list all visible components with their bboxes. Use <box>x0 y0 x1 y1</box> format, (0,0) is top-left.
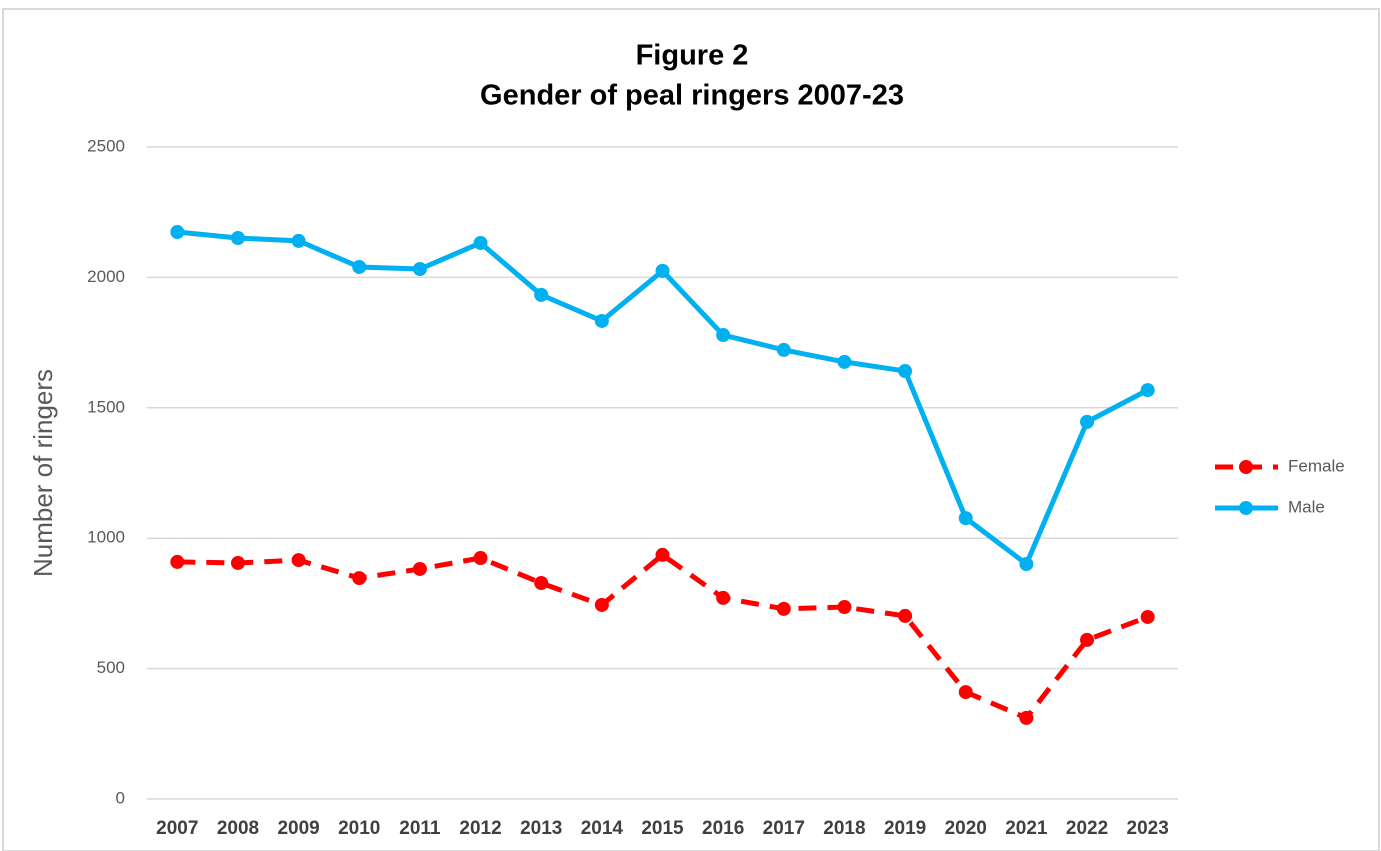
data-point <box>716 590 731 605</box>
data-point <box>534 576 549 591</box>
legend-label: Female <box>1288 456 1345 475</box>
x-tick-label: 2010 <box>338 818 380 839</box>
x-tick-label: 2021 <box>1005 818 1048 839</box>
data-point <box>291 233 306 248</box>
x-tick-label: 2019 <box>884 818 926 839</box>
data-point <box>352 259 367 274</box>
data-point <box>655 547 670 562</box>
data-point <box>291 553 306 568</box>
y-tick-label: 2500 <box>87 136 125 155</box>
data-point <box>412 561 427 576</box>
data-point <box>594 597 609 612</box>
x-tick-label: 2015 <box>641 818 684 839</box>
data-point <box>958 685 973 700</box>
y-axis-label: Number of ringers <box>28 369 58 577</box>
data-point <box>230 231 245 246</box>
data-point <box>1019 710 1034 725</box>
y-tick-label: 500 <box>97 658 125 677</box>
data-point <box>716 328 731 343</box>
x-tick-label: 2013 <box>520 818 562 839</box>
y-tick-label: 2000 <box>87 267 125 286</box>
data-point <box>170 225 185 240</box>
data-point <box>776 342 791 357</box>
data-point <box>230 555 245 570</box>
data-point <box>473 551 488 566</box>
x-tick-label: 2017 <box>763 818 805 839</box>
data-point <box>412 262 427 277</box>
data-point <box>1080 632 1095 647</box>
data-point <box>1080 414 1095 429</box>
data-point <box>1140 609 1155 624</box>
y-tick-label: 0 <box>116 788 125 807</box>
data-point <box>352 571 367 586</box>
data-point <box>837 354 852 369</box>
data-point <box>1019 557 1034 572</box>
x-tick-label: 2012 <box>459 818 501 839</box>
legend-label: Male <box>1288 497 1325 516</box>
data-point <box>655 263 670 278</box>
x-tick-label: 2008 <box>217 818 259 839</box>
data-point <box>594 313 609 328</box>
data-point <box>898 364 913 379</box>
x-tick-label: 2009 <box>277 818 319 839</box>
data-point <box>473 235 488 250</box>
data-point <box>958 511 973 526</box>
x-tick-label: 2014 <box>581 818 624 839</box>
data-point <box>1140 383 1155 398</box>
data-point <box>534 287 549 302</box>
x-tick-label: 2023 <box>1127 818 1169 839</box>
legend-marker <box>1239 501 1253 515</box>
chart-title: Figure 2 <box>636 40 749 72</box>
legend-marker <box>1239 460 1253 474</box>
x-tick-label: 2016 <box>702 818 744 839</box>
chart-subtitle: Gender of peal ringers 2007-23 <box>480 80 904 112</box>
x-tick-label: 2007 <box>156 818 198 839</box>
y-tick-label: 1000 <box>87 528 125 547</box>
data-point <box>170 554 185 569</box>
data-point <box>837 600 852 615</box>
data-point <box>898 608 913 623</box>
x-tick-label: 2018 <box>823 818 865 839</box>
y-tick-label: 1500 <box>87 397 125 416</box>
chart-border <box>2 8 1380 851</box>
x-tick-label: 2022 <box>1066 818 1108 839</box>
x-tick-label: 2020 <box>945 818 987 839</box>
x-tick-label: 2011 <box>399 818 441 839</box>
data-point <box>776 601 791 616</box>
